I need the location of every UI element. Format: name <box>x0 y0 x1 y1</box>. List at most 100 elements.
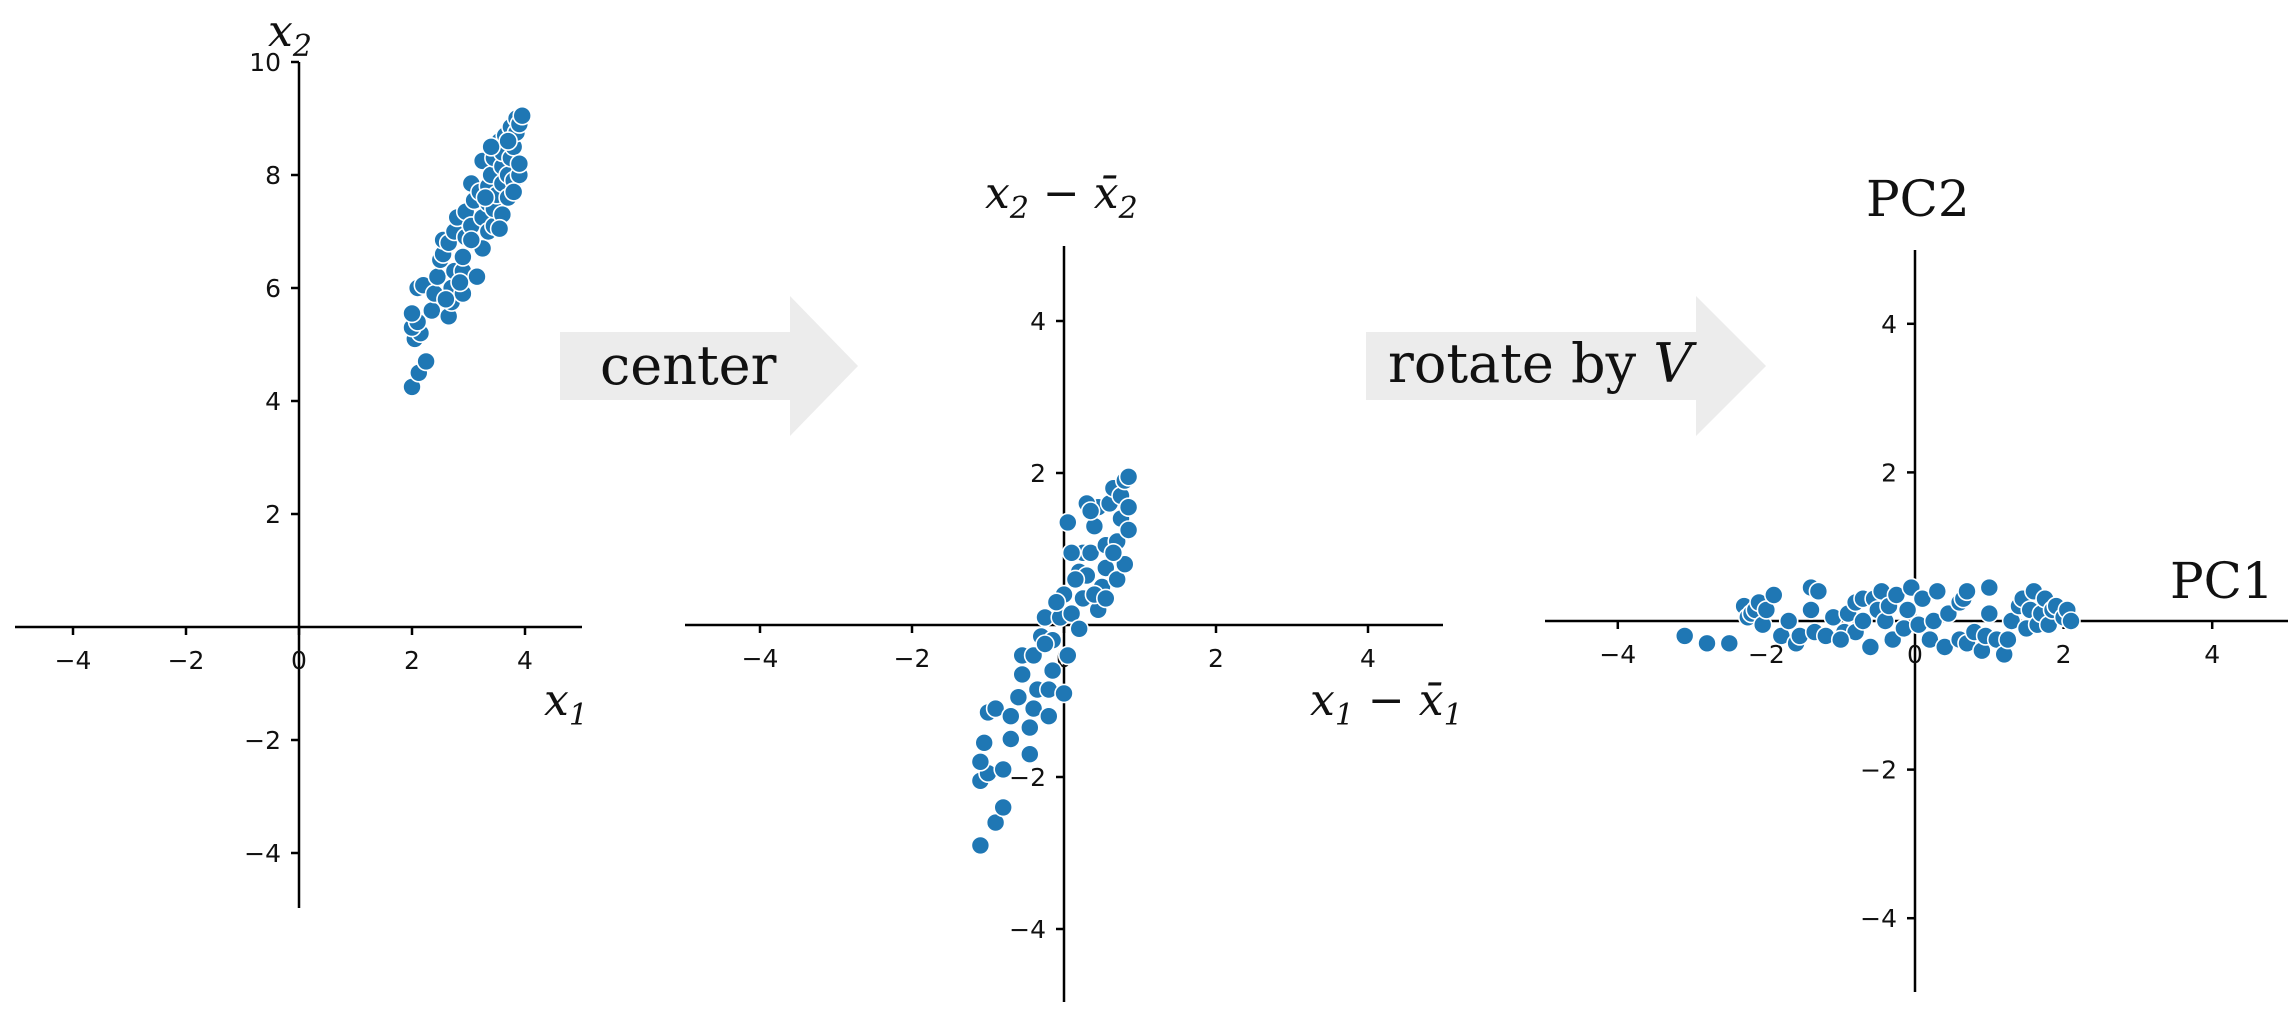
scatter-point <box>1860 637 1881 657</box>
x-tick-label: 0 <box>1907 640 1923 669</box>
center-arrow-label: center <box>600 334 777 397</box>
scatter-point <box>1801 600 1821 620</box>
centered-y-tick-labels: −4 −2 2 4 <box>1009 307 1064 944</box>
y-tick-label: 4 <box>265 387 281 416</box>
scatter-point <box>1008 687 1029 708</box>
scatter-point <box>970 835 991 856</box>
y-tick-label: −4 <box>244 839 281 868</box>
scatter-point <box>985 698 1006 719</box>
x-tick-label: −4 <box>55 646 92 675</box>
scatter-point <box>993 797 1014 818</box>
rotate-arrow-text: rotate by <box>1388 332 1653 395</box>
scatter-point <box>1080 501 1101 521</box>
scatter-point <box>1020 744 1040 765</box>
scatter-point <box>416 351 436 372</box>
scatter-point <box>1764 585 1784 605</box>
scatter-point <box>1061 542 1082 563</box>
scatter-point <box>402 303 422 324</box>
rotated-y-tick-labels: −4 −2 2 4 <box>1860 310 1915 933</box>
rotate-arrow-label: rotate by V <box>1388 332 1697 395</box>
y-tick-label: 4 <box>1881 310 1897 339</box>
y-tick-label: 8 <box>265 161 281 190</box>
rotate-arrow: rotate by V <box>1366 296 1766 436</box>
scatter-point <box>985 812 1006 833</box>
center-arrow: center <box>560 296 858 436</box>
x-tick-label: 2 <box>2056 640 2072 669</box>
scatter-point <box>1065 569 1086 590</box>
scatter-point <box>1778 611 1799 631</box>
scatter-point <box>1103 542 1124 563</box>
scatter-point <box>1012 664 1033 685</box>
y-tick-label: 6 <box>265 274 281 303</box>
scatter-point <box>1058 645 1078 666</box>
centered-x-axis-label: x1 − x̄1 <box>1310 675 1463 733</box>
scatter-point <box>512 105 533 126</box>
centered-points <box>970 466 1139 856</box>
scatter-point <box>1061 603 1082 624</box>
y-tick-label: 2 <box>265 500 281 529</box>
scatter-point <box>498 131 518 151</box>
scatter-point <box>1979 603 2000 624</box>
scatter-point <box>1080 542 1101 563</box>
y-tick-label: −4 <box>1009 915 1046 944</box>
scatter-point <box>1853 611 1873 631</box>
y-tick-label: 2 <box>1881 458 1897 487</box>
scatter-point <box>970 751 991 772</box>
scatter-point <box>467 266 487 287</box>
scatter-point <box>1927 581 1948 602</box>
center-arrow-shape <box>560 296 858 436</box>
scatter-point <box>1719 633 1740 654</box>
scatter-point <box>1096 588 1116 609</box>
scatter-point <box>1897 600 1918 620</box>
y-tick-label: −2 <box>1009 763 1046 792</box>
x-tick-label: −2 <box>894 644 931 673</box>
scatter-point <box>436 289 456 310</box>
rotate-arrow-shape <box>1366 296 1766 436</box>
scatter-point <box>1000 729 1021 749</box>
scatter-point <box>509 153 530 174</box>
scatter-point <box>503 182 524 202</box>
centered-y-axis-label: x2 − x̄2 <box>985 168 1138 226</box>
x-tick-label: 2 <box>1208 644 1224 673</box>
scatter-point <box>1069 618 1089 639</box>
scatter-point <box>475 187 496 208</box>
scatter-point <box>974 732 995 753</box>
pc1-axis-label: PC1 <box>2170 552 2274 610</box>
scatter-point <box>1058 512 1078 533</box>
y-tick-label: 2 <box>1030 459 1046 488</box>
scatter-point <box>1039 706 1059 727</box>
pc2-axis-label: PC2 <box>1866 170 1970 228</box>
scatter-point <box>1998 629 2018 650</box>
original-x-axis-label: x1 <box>544 675 588 733</box>
x-tick-label: 4 <box>517 646 533 675</box>
rotated-points <box>1674 577 2081 665</box>
y-tick-label: 4 <box>1030 307 1046 336</box>
rotated-data-plot: −4 −2 0 2 4 −4 −2 2 4 PC1 PC2 <box>1545 170 2288 992</box>
scatter-point <box>450 272 470 293</box>
original-points <box>402 105 533 397</box>
scatter-point <box>1979 577 2000 598</box>
scatter-point <box>1042 660 1063 681</box>
y-tick-label: −2 <box>244 726 281 755</box>
scatter-point <box>489 218 510 239</box>
original-y-tick-labels: −4 −2 2 4 6 8 10 <box>244 48 299 868</box>
x-tick-label: −4 <box>742 644 779 673</box>
x-tick-label: 4 <box>1360 644 1376 673</box>
y-tick-label: −2 <box>1860 756 1897 785</box>
scatter-point <box>1118 497 1139 518</box>
scatter-point <box>1000 706 1021 727</box>
x-tick-label: −4 <box>1599 640 1636 669</box>
original-data-plot: −4 −2 0 2 4 −4 −2 2 4 6 8 10 x1 x2 <box>15 6 588 908</box>
scatter-point <box>1830 629 1851 650</box>
scatter-point <box>453 247 473 267</box>
scatter-point <box>1035 634 1055 654</box>
y-tick-label: −4 <box>1860 904 1897 933</box>
x-tick-label: 4 <box>2204 640 2220 669</box>
scatter-point <box>1107 569 1127 590</box>
y-tick-label: 10 <box>249 48 281 77</box>
original-y-axis-label: x2 <box>268 6 312 64</box>
x-tick-label: 2 <box>404 646 420 675</box>
scatter-point <box>1674 626 1695 646</box>
